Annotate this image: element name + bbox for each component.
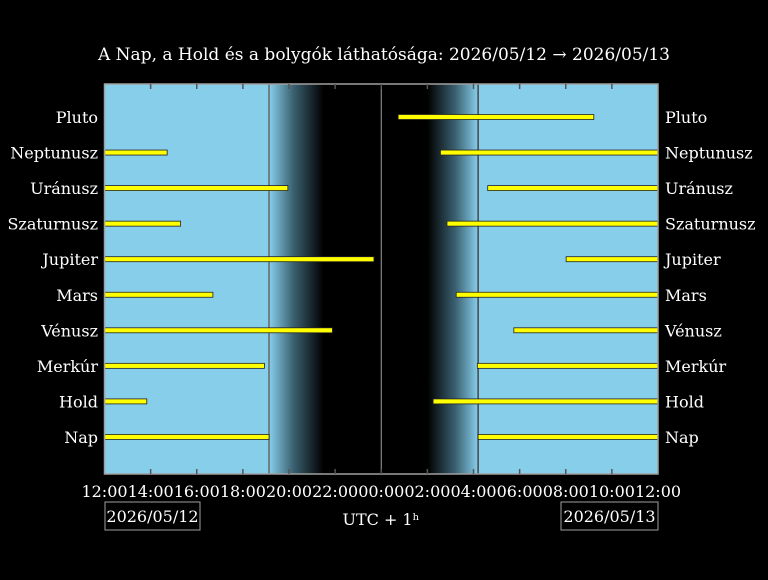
x-tick-label: 00:00: [358, 482, 404, 501]
body-label-right: Uránusz: [665, 179, 733, 198]
body-label-left: Pluto: [56, 108, 98, 127]
x-tick-label: 18:00: [220, 482, 266, 501]
visibility-bars: [104, 114, 659, 440]
visibility-bar: [104, 149, 168, 156]
body-label-left: Hold: [59, 392, 98, 411]
x-tick-label: 12:00: [635, 482, 681, 501]
x-tick-label: 02:00: [404, 482, 450, 501]
x-axis-label: UTC + 1ʰ: [342, 510, 419, 529]
body-label-left: Uránusz: [30, 179, 98, 198]
sky-background: [104, 84, 658, 474]
body-label-right: Neptunusz: [665, 144, 753, 163]
body-label-left: Jupiter: [40, 250, 98, 269]
visibility-bar: [432, 398, 659, 405]
x-tick-label: 14:00: [128, 482, 174, 501]
body-label-right: Nap: [665, 428, 699, 447]
visibility-bar: [513, 327, 659, 334]
visibility-bar: [104, 185, 289, 192]
dawn-twilight: [427, 84, 479, 474]
visibility-bar: [440, 149, 659, 156]
x-tick-label: 22:00: [312, 482, 358, 501]
x-tick-label: 16:00: [174, 482, 220, 501]
visibility-bar: [565, 256, 659, 263]
x-axis: 12:00 14:00 16:00 18:00 20:00 22:00 00:00 02:00…: [81, 84, 681, 501]
body-label-right: Mars: [665, 286, 707, 305]
visibility-bar: [104, 291, 214, 298]
visibility-bar: [455, 291, 659, 298]
body-label-right: Hold: [665, 392, 704, 411]
visibility-bar: [487, 185, 659, 192]
body-labels: Pluto Pluto Neptunusz Neptunusz Uránusz Uránu…: [7, 108, 755, 447]
body-label-left: Szaturnusz: [7, 215, 98, 234]
visibility-bar: [104, 327, 333, 334]
visibility-bar: [477, 434, 659, 440]
end-date-label: 2026/05/13: [563, 507, 655, 526]
dusk-twilight: [269, 84, 324, 474]
body-label-left: Mars: [56, 286, 98, 305]
body-label-left: Neptunusz: [10, 144, 98, 163]
visibility-bar: [104, 434, 270, 440]
body-label-right: Vénusz: [664, 321, 722, 340]
visibility-bar: [104, 362, 265, 369]
body-label-left: Merkúr: [37, 357, 99, 376]
end-date-box: [560, 501, 659, 531]
start-date-box: [104, 501, 201, 531]
body-label-left: Vénusz: [40, 321, 98, 340]
night-region: [323, 84, 428, 474]
x-tick-label: 08:00: [543, 482, 589, 501]
body-label-right: Jupiter: [663, 250, 721, 269]
visibility-bar: [104, 220, 182, 227]
body-label-right: Szaturnusz: [665, 215, 756, 234]
day-region-evening: [104, 84, 270, 474]
visibility-bar: [104, 398, 148, 405]
start-date-label: 2026/05/12: [106, 507, 198, 526]
visibility-bar: [476, 362, 659, 369]
x-tick-label: 06:00: [497, 482, 543, 501]
body-label-right: Pluto: [665, 108, 707, 127]
visibility-bar: [446, 220, 659, 227]
day-region-morning: [478, 84, 658, 474]
x-tick-label: 12:00: [81, 482, 127, 501]
visibility-bar: [397, 114, 595, 120]
x-tick-label: 04:00: [450, 482, 496, 501]
chart-title: A Nap, a Hold és a bolygók láthatósága: …: [97, 45, 670, 65]
x-tick-label: 10:00: [589, 482, 635, 501]
x-tick-label: 20:00: [266, 482, 312, 501]
visibility-bar: [104, 256, 375, 263]
body-label-left: Nap: [64, 428, 98, 447]
body-label-right: Merkúr: [665, 357, 727, 376]
